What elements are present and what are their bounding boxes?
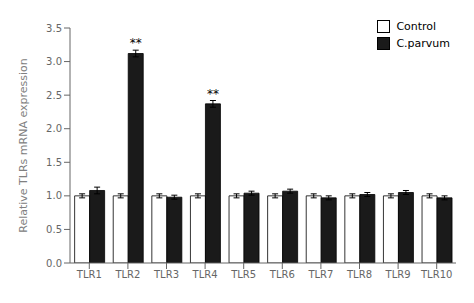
svg-text:2.5: 2.5: [46, 90, 62, 101]
svg-text:Relative TLRs mRNA expression: Relative TLRs mRNA expression: [17, 58, 30, 233]
svg-text:**: **: [207, 87, 219, 101]
svg-text:**: **: [130, 36, 142, 50]
svg-text:3.5: 3.5: [46, 23, 62, 34]
svg-text:TLR7: TLR7: [307, 269, 333, 280]
svg-text:TLR4: TLR4: [192, 269, 218, 280]
svg-text:TLR1: TLR1: [76, 269, 102, 280]
svg-text:3.0: 3.0: [46, 56, 62, 67]
svg-text:TLR6: TLR6: [269, 269, 295, 280]
svg-text:TLR10: TLR10: [420, 269, 452, 280]
svg-text:1.5: 1.5: [46, 157, 62, 168]
svg-text:TLR2: TLR2: [114, 269, 140, 280]
html-text:C.parvum: C.parvum: [396, 37, 450, 50]
svg-text:0.5: 0.5: [46, 224, 62, 235]
svg-text:1.0: 1.0: [46, 190, 62, 201]
svg-text:TLR9: TLR9: [385, 269, 411, 280]
svg-text:TLR5: TLR5: [230, 269, 256, 280]
svg-text:0.0: 0.0: [46, 258, 62, 269]
svg-text:TLR3: TLR3: [153, 269, 179, 280]
svg-text:TLR8: TLR8: [346, 269, 372, 280]
svg-text:2.0: 2.0: [46, 123, 62, 134]
html-text:Control: Control: [396, 20, 437, 33]
